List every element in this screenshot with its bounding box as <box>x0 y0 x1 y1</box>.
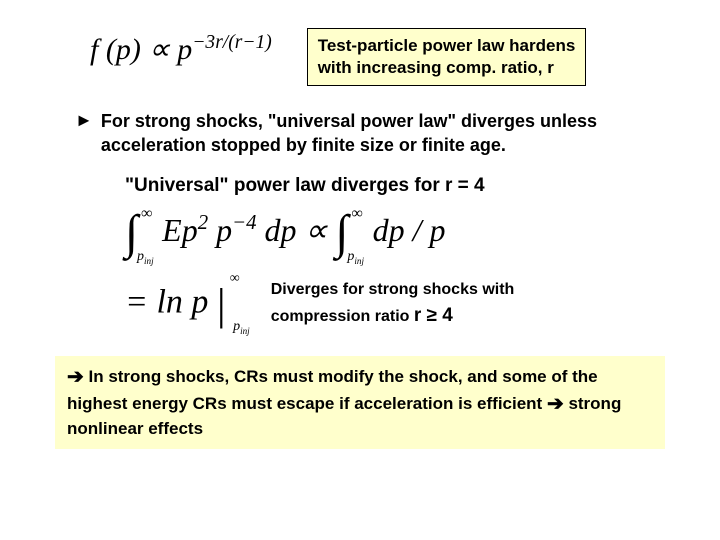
hardening-note-box: Test-particle power law hardens with inc… <box>307 28 587 86</box>
diverge-note: Diverges for strong shocks with compress… <box>271 278 515 331</box>
note-line-1: Test-particle power law hardens <box>318 35 576 57</box>
bullet-marker: ► <box>75 110 93 131</box>
note-line-2: with increasing comp. ratio, r <box>318 57 576 79</box>
diverge-line-1: Diverges for strong shocks with <box>271 278 515 302</box>
arrow-icon: ➔ <box>67 366 84 388</box>
ln-formula: = ln p |∞pinj <box>125 279 226 330</box>
ln-row: = ln p |∞pinj Diverges for strong shocks… <box>125 278 680 331</box>
bullet-row: ► For strong shocks, "universal power la… <box>75 110 680 157</box>
power-law-formula: f (p) ∝ p−3r/(r−1) <box>90 32 272 67</box>
arrow-icon-2: ➔ <box>547 393 564 415</box>
bullet-text: For strong shocks, "universal power law"… <box>101 110 680 157</box>
conclusion-text-1: In strong shocks, CRs must modify the sh… <box>67 367 598 413</box>
top-row: f (p) ∝ p−3r/(r−1) Test-particle power l… <box>40 28 680 86</box>
integral-formula: ∫∞pinj Ep2 p−4 dp ∝ ∫∞pinj dp / p <box>125 207 680 260</box>
conclusion-box: ➔ In strong shocks, CRs must modify the … <box>55 356 665 449</box>
universal-heading: "Universal" power law diverges for r = 4 <box>125 175 680 197</box>
diverge-line-2: compression ratio r ≥ 4 <box>271 302 515 331</box>
